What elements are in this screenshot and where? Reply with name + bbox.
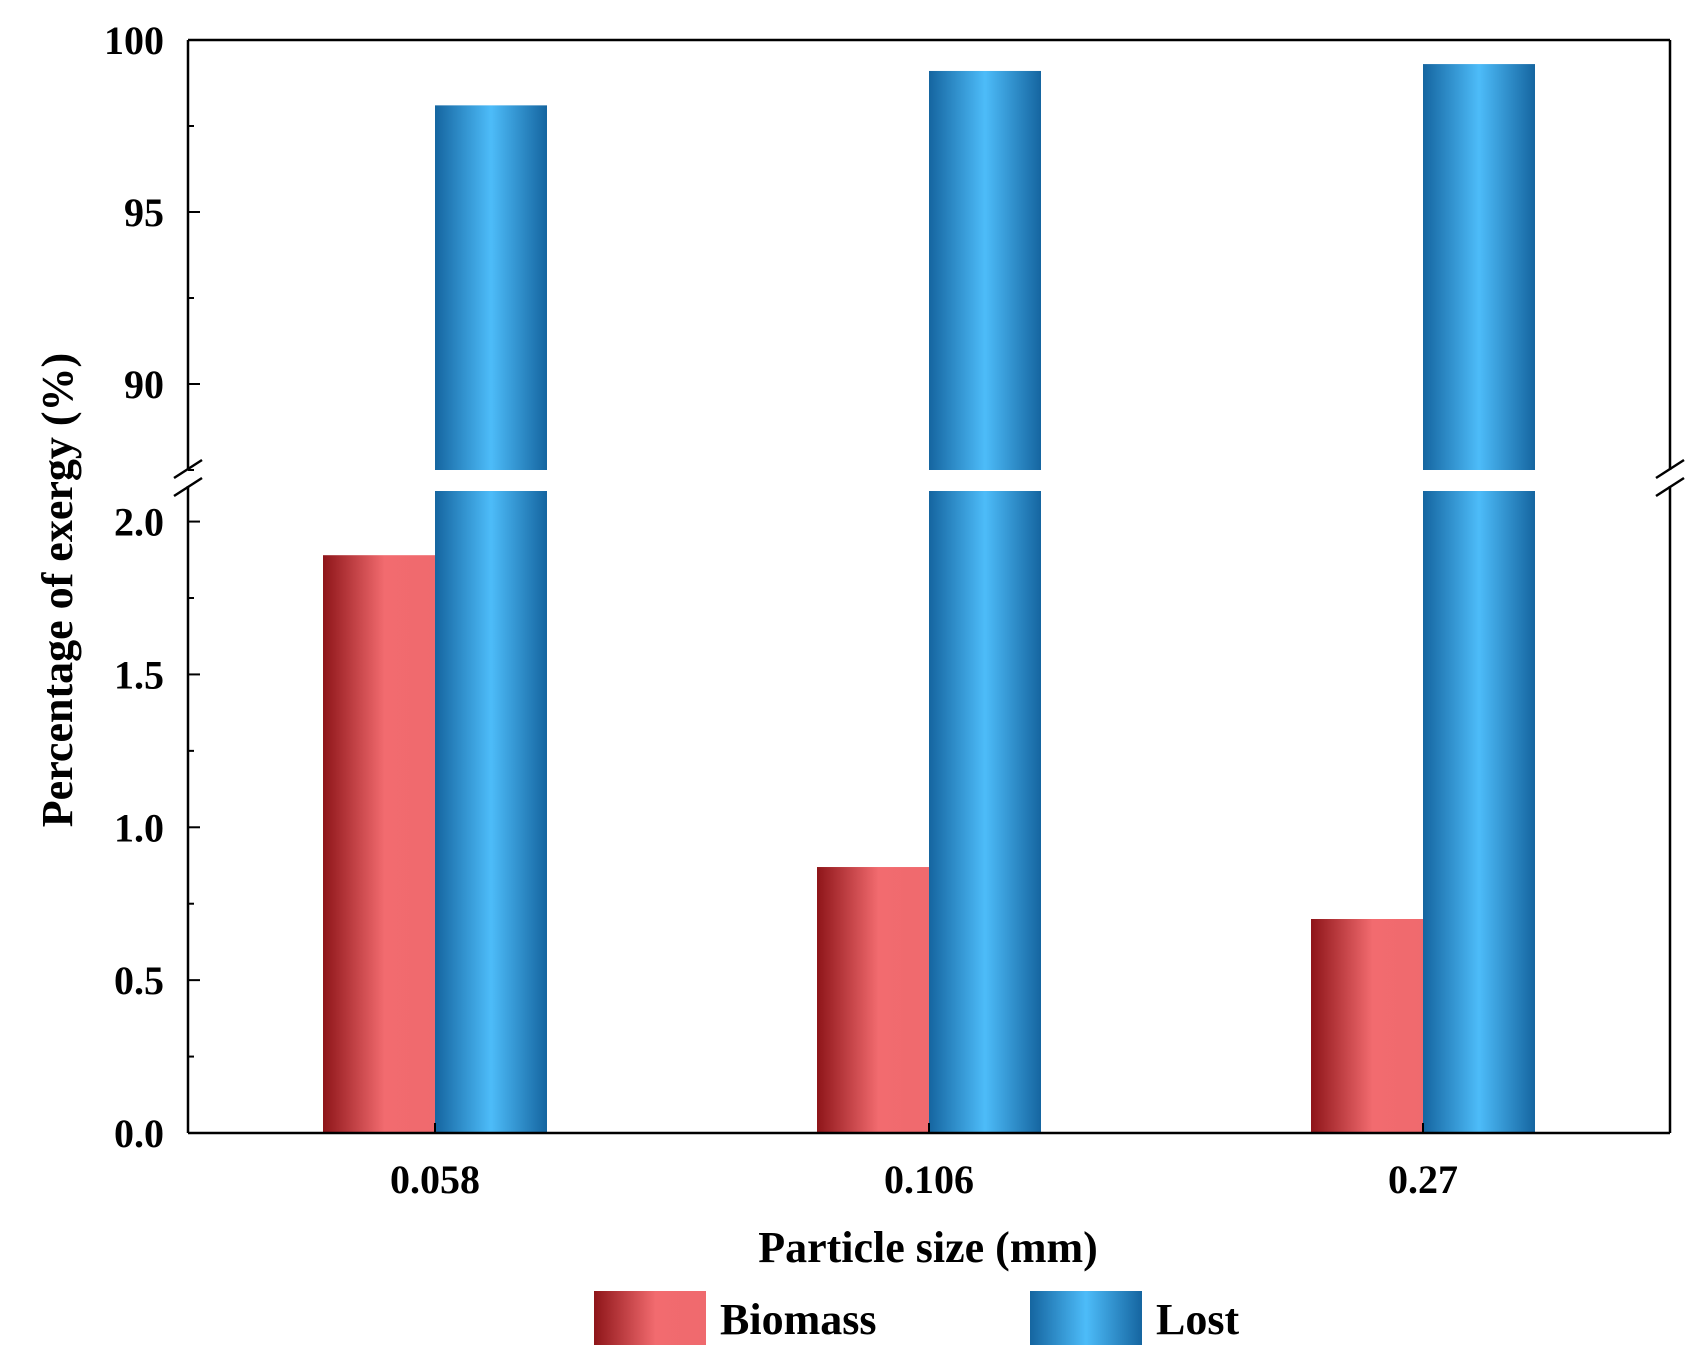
legend-label-lost: Lost [1156,1295,1239,1344]
y-tick-label-lower-1.5: 1.5 [114,652,164,697]
legend-label-biomass: Biomass [720,1295,876,1344]
bar-biomass-0.106 [817,867,929,1133]
x-tick-label-0.106: 0.106 [884,1157,974,1202]
y-tick-label-upper-90: 90 [124,362,164,407]
x-tick-label-0.058: 0.058 [390,1157,480,1202]
x-axis-title: Particle size (mm) [758,1223,1098,1272]
legend: Biomass Lost [594,1291,1239,1345]
bar-lost-lower-0.058 [435,491,547,1133]
x-tick-label-0.27: 0.27 [1388,1157,1458,1202]
bar-lost-lower-0.27 [1423,491,1535,1133]
y-axis-title: Percentage of exergy (%) [33,353,82,827]
y-tick-label-lower-1.0: 1.0 [114,805,164,850]
axis-break-gap [187,470,1671,486]
y-tick-label-upper-95: 95 [124,190,164,235]
legend-swatch-biomass [594,1291,706,1345]
legend-swatch-lost [1030,1291,1142,1345]
bars-group [323,64,1535,1133]
y-tick-label-lower-0.0: 0.0 [114,1111,164,1156]
y-tick-label-lower-0.5: 0.5 [114,958,164,1003]
tick-labels: 0.058 0.106 0.27 0.0 0.5 1.0 1.5 2.0 90 95 100 [104,18,1458,1202]
bar-lost-upper-0.058 [435,105,547,471]
bar-lost-lower-0.106 [929,491,1041,1133]
break-gap-fill [187,470,1671,486]
axis-ticks [188,39,1424,1134]
break-mark-right-1 [1655,458,1685,480]
break-mark-left-2 [173,476,203,498]
y-tick-label-upper-100: 100 [104,18,164,63]
bar-lost-upper-0.27 [1423,64,1535,470]
break-mark-right-2 [1655,476,1685,498]
bar-biomass-0.27 [1311,919,1423,1133]
bar-lost-upper-0.106 [929,70,1041,471]
y-tick-label-lower-2.0: 2.0 [114,500,164,545]
bar-biomass-0.058 [323,555,435,1133]
